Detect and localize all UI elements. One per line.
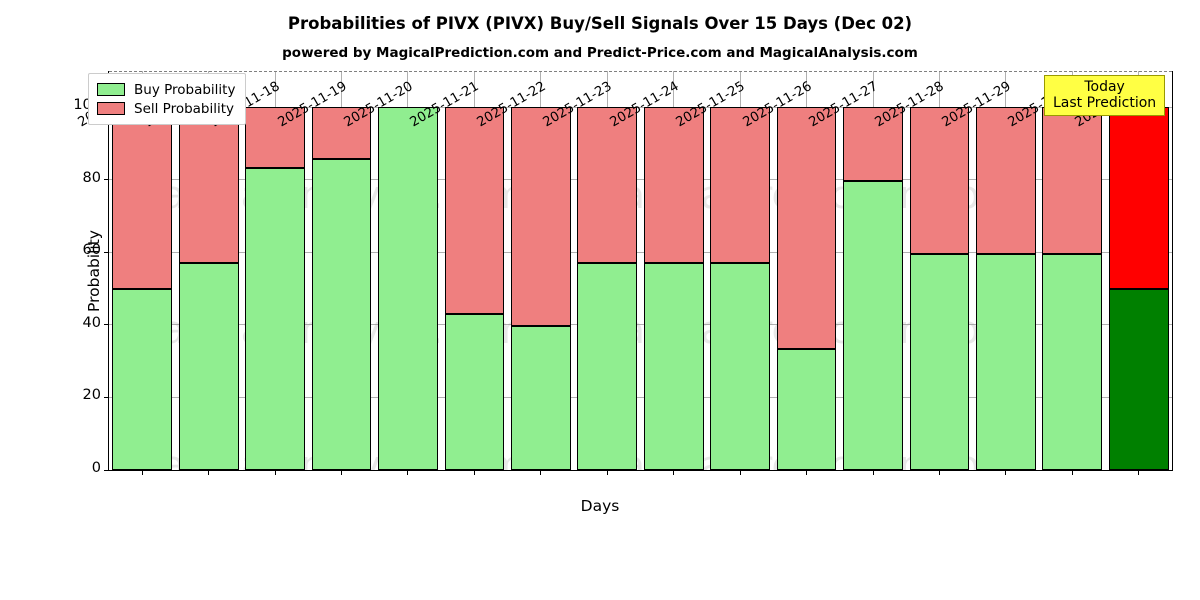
x-axis-tick-mark [208,470,210,475]
bar-segment-buy[interactable] [510,326,571,470]
x-axis-tick-mark [872,470,874,475]
gridline-horizontal [109,396,1172,398]
today-label-line1: Today [1084,79,1125,95]
y-axis-tick-label: 80 [82,169,101,186]
bar-2025-12-01[interactable] [1108,71,1169,470]
gridline-horizontal [109,179,1172,181]
bar-segment-sell[interactable] [245,107,305,168]
bar-2025-11-22[interactable] [510,71,571,470]
bar-segment-buy[interactable] [776,349,837,470]
bar-segment-sell[interactable] [710,107,771,263]
bar-2025-11-24[interactable] [643,71,704,470]
bar-segment-sell[interactable] [643,107,704,263]
bar-2025-11-28[interactable] [909,71,970,470]
x-axis-tick-mark [673,470,675,475]
bar-segment-buy[interactable] [577,262,638,470]
bar-2025-11-27[interactable] [843,71,903,470]
bar-segment-buy[interactable] [1108,288,1169,470]
y-axis-tick-label: 40 [82,314,101,331]
bar-2025-11-25[interactable] [710,71,771,470]
x-axis-tick-mark [341,470,343,475]
bar-segment-buy[interactable] [444,314,505,470]
x-axis-tick-mark [274,470,276,475]
gridline-horizontal [109,251,1172,253]
bar-2025-11-21[interactable] [444,71,505,470]
bar-segment-sell[interactable] [1108,107,1169,289]
x-axis-tick-mark [938,470,940,475]
bar-segment-sell[interactable] [1042,107,1103,255]
x-axis-tick-mark [141,470,143,475]
bar-2025-11-29[interactable] [976,71,1036,470]
bar-2025-11-26[interactable] [776,71,837,470]
x-axis-tick-mark [407,470,409,475]
x-axis-tick-mark [540,470,542,475]
legend-swatch-buy [97,83,125,96]
bar-segment-buy[interactable] [378,107,438,470]
y-axis-tick-label: 60 [82,242,101,259]
legend-swatch-sell [97,102,125,115]
x-axis-tick-mark [473,470,475,475]
bar-segment-buy[interactable] [1042,254,1103,470]
y-axis-tick-label: 0 [91,460,101,476]
bar-2025-11-20[interactable] [378,71,438,470]
x-axis-tick-mark [1005,470,1007,475]
bar-segment-sell[interactable] [178,107,239,263]
bar-2025-11-19[interactable] [311,71,372,470]
bar-segment-buy[interactable] [112,288,173,470]
bar-segment-sell[interactable] [510,107,571,327]
bar-segment-sell[interactable] [112,107,173,289]
bar-segment-sell[interactable] [444,107,505,315]
threshold-dashed-line [109,71,1172,72]
bar-segment-sell[interactable] [976,107,1036,255]
y-axis-tick-mark [104,324,109,326]
chart-legend: Buy Probability Sell Probability [88,73,247,125]
bar-segment-buy[interactable] [311,159,372,470]
plot-area: MagicalAnalysis.comMagicalPrediction.com… [73,71,1173,476]
legend-item-sell: Sell Probability [97,99,235,118]
legend-label-buy: Buy Probability [134,81,236,98]
x-axis-tick-mark [806,470,808,475]
bar-segment-buy[interactable] [643,262,704,470]
legend-item-buy: Buy Probability [97,80,235,99]
gridline-horizontal [109,106,1172,108]
bar-2025-11-30[interactable] [1042,71,1103,470]
gridline-horizontal [109,469,1172,470]
chart-subtitle: powered by MagicalPrediction.com and Pre… [282,45,918,61]
x-axis-tick-mark [1138,470,1140,475]
bar-segment-buy[interactable] [976,254,1036,470]
y-axis-tick-label: 20 [82,387,101,404]
bar-segment-sell[interactable] [776,107,837,350]
gridline-horizontal [109,324,1172,326]
bar-segment-buy[interactable] [710,262,771,470]
y-axis-tick-mark [104,179,109,181]
x-axis-tick-mark [739,470,741,475]
bar-segment-buy[interactable] [245,167,305,470]
legend-label-sell: Sell Probability [134,100,235,117]
chart-title: Probabilities of PIVX (PIVX) Buy/Sell Si… [287,14,913,33]
x-axis-tick-mark [606,470,608,475]
bar-segment-buy[interactable] [178,262,239,470]
bar-segment-buy[interactable] [909,254,970,470]
bar-2025-11-16[interactable] [112,71,173,470]
y-axis-tick-mark [104,396,109,398]
bar-segment-buy[interactable] [843,180,903,470]
bar-segment-sell[interactable] [577,107,638,263]
today-annotation: Today Last Prediction [1044,75,1166,117]
bar-segment-sell[interactable] [843,107,903,181]
y-axis-tick-mark [104,251,109,253]
x-axis-tick-mark [1071,470,1073,475]
today-label-line2: Last Prediction [1053,95,1157,112]
bar-segment-sell[interactable] [311,107,372,160]
x-axis-label: Days [580,497,620,515]
bar-segment-sell[interactable] [909,107,970,255]
bar-2025-11-23[interactable] [577,71,638,470]
bar-2025-11-18[interactable] [245,71,305,470]
bar-2025-11-17[interactable] [178,71,239,470]
y-axis-tick-mark [104,469,109,471]
